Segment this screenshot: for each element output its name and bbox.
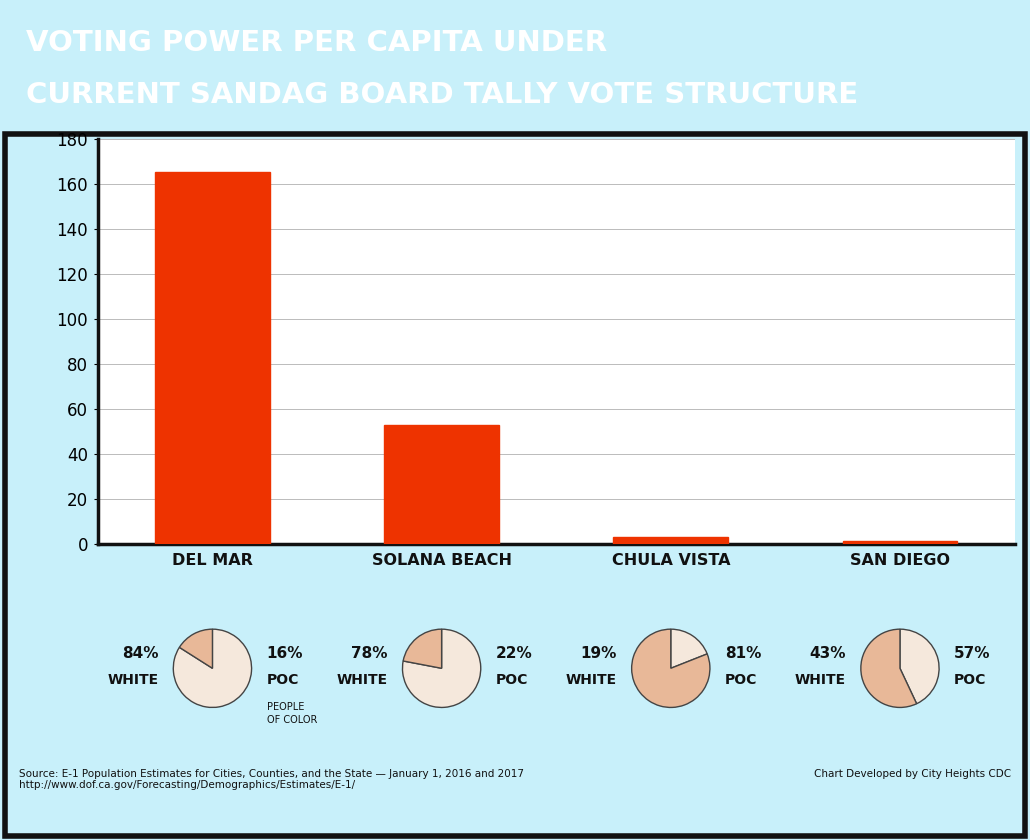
Text: 57%: 57% [954, 646, 991, 661]
Text: 81%: 81% [725, 646, 761, 661]
Text: 43%: 43% [810, 646, 846, 661]
Text: POC: POC [267, 673, 299, 687]
Wedge shape [631, 629, 710, 707]
Wedge shape [173, 629, 251, 707]
Bar [843, 541, 957, 544]
Text: WHITE: WHITE [795, 673, 846, 687]
Text: Chart Developed by City Heights CDC: Chart Developed by City Heights CDC [815, 769, 1011, 779]
Text: PEOPLE
OF COLOR: PEOPLE OF COLOR [267, 702, 317, 725]
Wedge shape [403, 629, 442, 669]
Wedge shape [900, 629, 939, 704]
Bar [614, 537, 728, 544]
Wedge shape [179, 629, 212, 669]
Bar [156, 172, 270, 544]
Text: WHITE: WHITE [107, 673, 159, 687]
Text: 16%: 16% [267, 646, 303, 661]
Text: POC: POC [725, 673, 757, 687]
Text: WHITE: WHITE [565, 673, 617, 687]
Wedge shape [403, 629, 481, 707]
Text: CURRENT SANDAG BOARD TALLY VOTE STRUCTURE: CURRENT SANDAG BOARD TALLY VOTE STRUCTUR… [26, 81, 858, 108]
Text: 19%: 19% [580, 646, 617, 661]
Bar [384, 425, 499, 544]
Text: SOLANA BEACH: SOLANA BEACH [372, 553, 512, 568]
Wedge shape [861, 629, 917, 707]
Text: DEL MAR: DEL MAR [172, 553, 253, 568]
Text: 84%: 84% [122, 646, 159, 661]
Text: VOTING POWER PER CAPITA UNDER: VOTING POWER PER CAPITA UNDER [26, 29, 607, 56]
Text: Source: E-1 Population Estimates for Cities, Counties, and the State — January 1: Source: E-1 Population Estimates for Cit… [19, 769, 523, 790]
Text: POC: POC [954, 673, 987, 687]
Text: 22%: 22% [495, 646, 533, 661]
Text: POC: POC [495, 673, 528, 687]
Text: SAN DIEGO: SAN DIEGO [850, 553, 950, 568]
Wedge shape [671, 629, 708, 669]
Text: CHULA VISTA: CHULA VISTA [612, 553, 730, 568]
Text: WHITE: WHITE [337, 673, 387, 687]
Text: 78%: 78% [351, 646, 387, 661]
